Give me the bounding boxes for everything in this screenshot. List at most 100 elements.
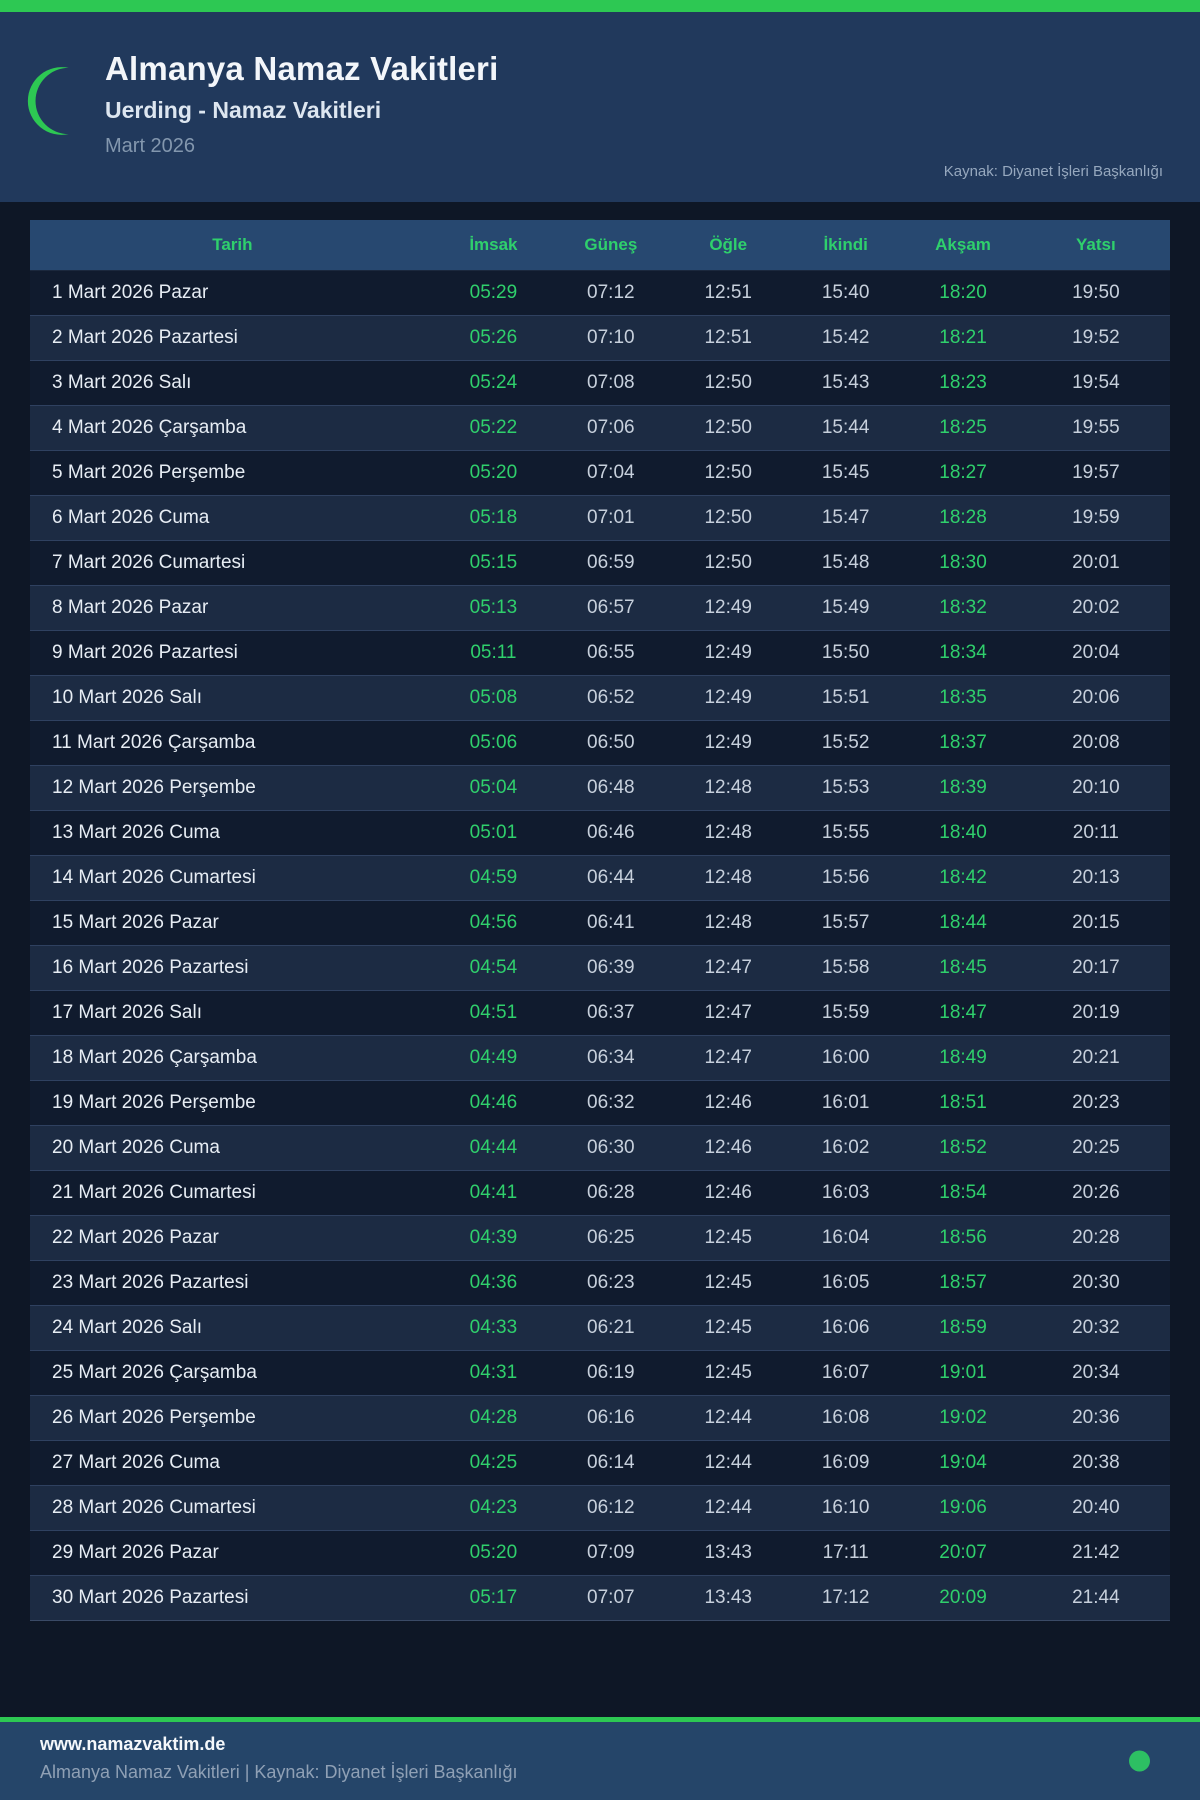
table-row: 19 Mart 2026 Perşembe 04:46 06:32 12:46 16:0… [30, 1079, 1170, 1125]
time-cell: 06:28 [552, 1169, 670, 1215]
table-row: 17 Mart 2026 Salı 04:51 06:37 12:47 15:59 18:… [30, 989, 1170, 1035]
date-cell: 23 Mart 2026 Pazartesi [30, 1259, 435, 1305]
time-cell: 06:41 [552, 899, 670, 945]
date-cell: 7 Mart 2026 Cumartesi [30, 539, 435, 585]
time-cell: 07:09 [552, 1529, 670, 1575]
time-cell: 05:04 [434, 764, 553, 811]
time-cell: 20:13 [1021, 854, 1170, 901]
date-cell: 2 Mart 2026 Pazartesi [30, 314, 435, 361]
table-row: 25 Mart 2026 Çarşamba 04:31 06:19 12:45 16:0… [30, 1349, 1170, 1395]
time-cell: 20:06 [1021, 674, 1170, 721]
column-header-i̇msak: İmsak [434, 220, 553, 270]
time-cell: 12:46 [669, 1079, 787, 1125]
time-cell: 21:44 [1021, 1574, 1170, 1621]
time-cell: 15:58 [786, 944, 905, 991]
table-row: 6 Mart 2026 Cuma 05:18 07:01 12:50 15:47 18:2… [30, 494, 1170, 541]
time-cell: 12:49 [669, 674, 787, 721]
crescent-moon-icon [27, 67, 69, 135]
time-cell: 07:08 [552, 359, 670, 405]
time-cell: 20:11 [1021, 809, 1170, 855]
date-cell: 10 Mart 2026 Salı [30, 674, 435, 721]
time-cell: 16:05 [786, 1259, 905, 1305]
time-cell: 20:10 [1021, 764, 1170, 811]
table-row: 9 Mart 2026 Pazartesi 05:11 06:55 12:49 15:5… [30, 629, 1170, 675]
time-cell: 05:20 [434, 449, 553, 495]
time-cell: 12:47 [669, 989, 787, 1035]
time-cell: 18:34 [904, 629, 1022, 675]
time-cell: 05:20 [434, 1529, 553, 1575]
time-cell: 16:06 [786, 1304, 905, 1351]
time-cell: 20:15 [1021, 899, 1170, 945]
time-cell: 06:23 [552, 1259, 670, 1305]
time-cell: 12:48 [669, 899, 787, 945]
time-cell: 19:50 [1021, 269, 1170, 315]
time-cell: 06:46 [552, 809, 670, 855]
time-cell: 16:07 [786, 1349, 905, 1395]
time-cell: 06:57 [552, 584, 670, 631]
green-dot-icon [1129, 1750, 1150, 1772]
prayer-times-table-container: Tarih İmsak Güneş Öğle İkindi Akşam Yatsı 1 Ma… [30, 220, 1170, 1621]
time-cell: 19:06 [904, 1484, 1022, 1531]
table-row: 4 Mart 2026 Çarşamba 05:22 07:06 12:50 15:44… [30, 404, 1170, 451]
table-row: 7 Mart 2026 Cumartesi 05:15 06:59 12:50 15:4… [30, 539, 1170, 585]
column-header-tarih: Tarih [30, 220, 435, 270]
date-cell: 26 Mart 2026 Perşembe [30, 1394, 435, 1441]
time-cell: 05:15 [434, 539, 553, 585]
date-cell: 5 Mart 2026 Perşembe [30, 449, 435, 495]
time-cell: 04:25 [434, 1439, 553, 1485]
time-cell: 04:28 [434, 1394, 553, 1441]
time-cell: 04:59 [434, 854, 553, 901]
time-cell: 04:51 [434, 989, 553, 1035]
time-cell: 06:55 [552, 629, 670, 675]
time-cell: 12:45 [669, 1304, 787, 1351]
time-cell: 06:52 [552, 674, 670, 721]
time-cell: 15:43 [786, 359, 905, 405]
table-row: 8 Mart 2026 Pazar 05:13 06:57 12:49 15:49 18:… [30, 584, 1170, 631]
time-cell: 12:50 [669, 494, 787, 541]
column-header-i̇kindi: İkindi [786, 220, 905, 270]
time-cell: 18:49 [904, 1034, 1022, 1081]
date-cell: 12 Mart 2026 Perşembe [30, 764, 435, 811]
time-cell: 18:37 [904, 719, 1022, 765]
time-cell: 06:44 [552, 854, 670, 901]
time-cell: 18:45 [904, 944, 1022, 991]
date-cell: 30 Mart 2026 Pazartesi [30, 1574, 435, 1621]
time-cell: 20:40 [1021, 1484, 1170, 1531]
table-row: 2 Mart 2026 Pazartesi 05:26 07:10 12:51 15:4… [30, 314, 1170, 361]
time-cell: 18:27 [904, 449, 1022, 495]
time-cell: 18:59 [904, 1304, 1022, 1351]
time-cell: 18:21 [904, 314, 1022, 361]
time-cell: 18:23 [904, 359, 1022, 405]
date-cell: 19 Mart 2026 Perşembe [30, 1079, 435, 1125]
time-cell: 18:39 [904, 764, 1022, 811]
source-attribution: Kaynak: Diyanet İşleri Başkanlığı [943, 163, 1163, 180]
time-cell: 20:17 [1021, 944, 1170, 991]
table-row: 30 Mart 2026 Pazartesi 05:17 07:07 13:43 17:… [30, 1574, 1170, 1621]
time-cell: 06:34 [552, 1034, 670, 1081]
time-cell: 04:41 [434, 1169, 553, 1215]
date-cell: 8 Mart 2026 Pazar [30, 584, 435, 631]
table-row: 23 Mart 2026 Pazartesi 04:36 06:23 12:45 16:… [30, 1259, 1170, 1305]
date-cell: 29 Mart 2026 Pazar [30, 1529, 435, 1575]
time-cell: 18:47 [904, 989, 1022, 1035]
date-cell: 14 Mart 2026 Cumartesi [30, 854, 435, 901]
time-cell: 12:44 [669, 1484, 787, 1531]
date-cell: 3 Mart 2026 Salı [30, 359, 435, 405]
time-cell: 07:04 [552, 449, 670, 495]
date-cell: 15 Mart 2026 Pazar [30, 899, 435, 945]
time-cell: 15:50 [786, 629, 905, 675]
date-cell: 25 Mart 2026 Çarşamba [30, 1349, 435, 1395]
time-cell: 21:42 [1021, 1529, 1170, 1575]
time-cell: 12:45 [669, 1259, 787, 1305]
time-cell: 17:12 [786, 1574, 905, 1621]
time-cell: 20:01 [1021, 539, 1170, 585]
column-header-yatsı: Yatsı [1021, 220, 1170, 270]
time-cell: 12:49 [669, 584, 787, 631]
time-cell: 06:30 [552, 1124, 670, 1171]
time-cell: 20:09 [904, 1574, 1022, 1621]
time-cell: 20:32 [1021, 1304, 1170, 1351]
time-cell: 18:35 [904, 674, 1022, 721]
time-cell: 18:57 [904, 1259, 1022, 1305]
time-cell: 19:04 [904, 1439, 1022, 1485]
table-row: 11 Mart 2026 Çarşamba 05:06 06:50 12:49 15:5… [30, 719, 1170, 765]
